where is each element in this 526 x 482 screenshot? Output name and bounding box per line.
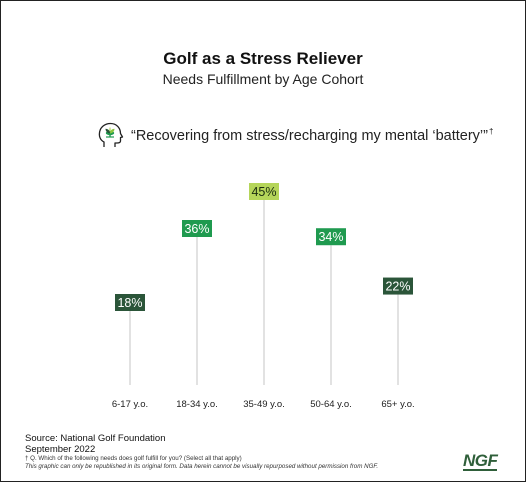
category-label: 50-64 y.o. xyxy=(310,399,352,410)
category-label: 18-34 y.o. xyxy=(176,399,218,410)
chart-subtitle: Needs Fulfillment by Age Cohort xyxy=(162,71,364,87)
category-label: 6-17 y.o. xyxy=(112,399,148,410)
quote-label: “Recovering from stress/recharging my me… xyxy=(131,127,488,144)
data-label: 45% xyxy=(251,185,276,199)
footer: Source: National Golf Foundation Septemb… xyxy=(25,433,465,471)
data-label: 36% xyxy=(184,222,209,236)
category-label: 35-49 y.o. xyxy=(243,399,285,410)
chart-title: Golf as a Stress Reliever xyxy=(163,49,363,68)
value-badge xyxy=(383,277,413,295)
data-label: 18% xyxy=(117,296,142,310)
data-label: 34% xyxy=(318,230,343,244)
value-badge xyxy=(249,183,279,200)
dagger-mark: † xyxy=(488,126,494,136)
quote-text: “Recovering from stress/recharging my me… xyxy=(131,127,493,144)
quote-row: “Recovering from stress/recharging my me… xyxy=(95,119,493,151)
source-text: Source: National Golf Foundation xyxy=(25,433,166,444)
data-label: 22% xyxy=(385,280,410,294)
date-text: September 2022 xyxy=(25,444,96,455)
head-with-plant-icon xyxy=(98,122,124,147)
value-badge xyxy=(316,228,346,246)
value-badge xyxy=(115,294,145,311)
ngf-logo-underline xyxy=(463,469,497,471)
ngf-logo: NGF xyxy=(463,451,498,470)
value-badge xyxy=(182,220,212,237)
category-label: 65+ y.o. xyxy=(381,399,414,410)
question-footnote: † Q. Which of the following needs does g… xyxy=(25,455,242,462)
republish-footnote: This graphic can only be republished in … xyxy=(25,463,379,470)
